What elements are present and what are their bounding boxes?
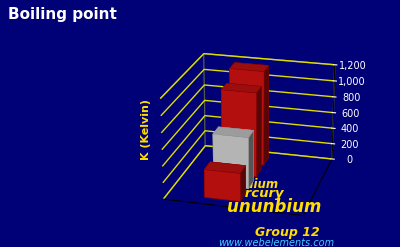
Text: K (Kelvin): K (Kelvin): [142, 99, 152, 160]
Text: Boiling point: Boiling point: [8, 7, 117, 22]
